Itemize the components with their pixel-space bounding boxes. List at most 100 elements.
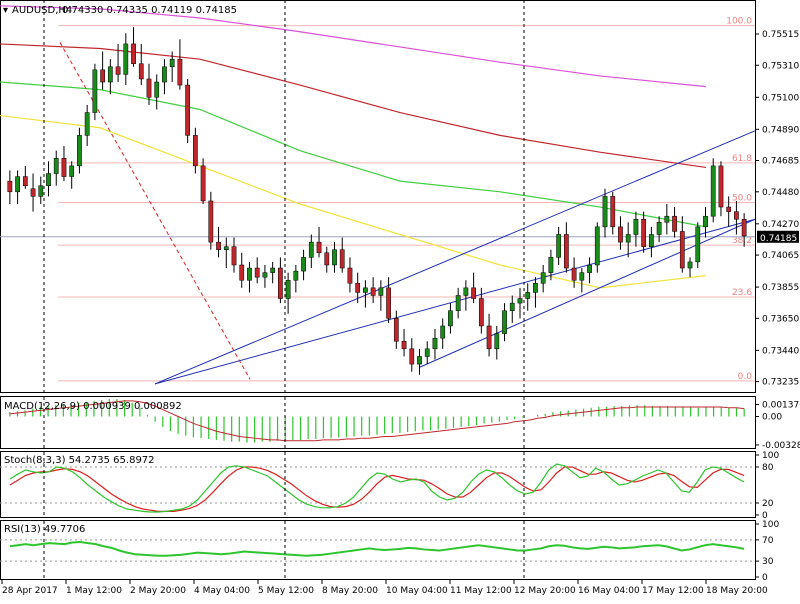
candle-body <box>208 200 214 243</box>
stoch-label: Stoch(8,3,3) 54.2735 65.8972 <box>4 455 155 466</box>
candle-body <box>517 298 523 304</box>
candle-body <box>247 267 252 281</box>
candle-body <box>386 287 391 319</box>
candle-body <box>53 158 59 174</box>
candle-body <box>625 234 631 243</box>
time-tick-label: 17 May 12:00 <box>642 586 704 596</box>
stoch-tick-label: 0 <box>762 511 768 521</box>
channel-lower-long <box>154 218 756 385</box>
candle-body <box>672 215 677 232</box>
candle-body <box>471 287 476 299</box>
rsi-tick-label: 30 <box>762 557 774 567</box>
candle-body <box>192 135 198 167</box>
candle-body <box>594 226 600 266</box>
candle-body <box>409 348 415 365</box>
candle-body <box>30 188 36 197</box>
candle-body <box>548 257 554 273</box>
candle-body <box>486 325 492 350</box>
candle-body <box>618 226 623 243</box>
time-tick-label: 18 May 20:00 <box>706 586 768 596</box>
candle-body <box>641 218 647 247</box>
candle-body <box>146 78 152 98</box>
candle-body <box>463 287 469 296</box>
candle-body <box>92 69 98 113</box>
candle-body <box>316 241 322 254</box>
rsi-tick-label: 100 <box>762 520 779 530</box>
candle-body <box>563 234 569 269</box>
candle-body <box>687 261 693 269</box>
candle-body <box>502 310 507 334</box>
candle-body <box>587 264 592 273</box>
current-price-box <box>757 230 799 243</box>
time-tick-label: 5 May 12:00 <box>258 586 314 596</box>
candle-body <box>401 340 407 350</box>
chart-symbol-label: AUDUSD,H4 <box>12 5 72 16</box>
candle-body <box>339 249 345 269</box>
candle-body <box>417 356 422 365</box>
candle-body <box>185 84 191 136</box>
candle-body <box>633 218 639 235</box>
candle-body <box>7 180 13 193</box>
candle-body <box>138 63 144 80</box>
candle-body <box>363 287 368 293</box>
candle-body <box>649 234 654 247</box>
time-tick-label: 10 May 04:00 <box>386 586 448 596</box>
time-tick-label: 11 May 12:00 <box>450 586 512 596</box>
price-tick-label: 0.73235 <box>762 378 799 388</box>
candle-body <box>432 337 438 350</box>
candle-body <box>579 272 585 281</box>
candle-body <box>270 267 276 273</box>
candle-body <box>262 272 268 278</box>
candle-body <box>332 249 337 266</box>
candle-body <box>293 270 299 281</box>
fib-level-label: 0.0 <box>738 372 753 382</box>
rsi-tick-label: 0 <box>762 573 768 583</box>
candle-body <box>741 218 747 237</box>
candle-body <box>301 257 306 272</box>
macd-tick-label: 0.001376 <box>762 401 800 411</box>
candle-body <box>200 165 206 202</box>
time-tick-label: 16 May 04:00 <box>578 586 640 596</box>
candle-body <box>22 176 28 186</box>
candle-body <box>254 267 260 278</box>
price-tick-label: 0.74270 <box>762 220 799 230</box>
time-tick-label: 1 May 12:00 <box>66 586 122 596</box>
candle-body <box>718 165 724 208</box>
price-tick-label: 0.74065 <box>762 251 799 261</box>
price-tick-label: 0.73650 <box>762 314 799 324</box>
rsi-tick-label: 70 <box>762 536 774 546</box>
chart-symbol-icon: ▾ <box>3 5 8 16</box>
price-tick-label: 0.75515 <box>762 30 799 40</box>
candle-body <box>556 234 562 258</box>
candle-body <box>478 298 484 327</box>
candle-body <box>223 246 229 250</box>
candle-body <box>324 252 330 266</box>
price-tick-label: 0.74480 <box>762 188 799 198</box>
fib-level-label: 23.6 <box>732 288 752 298</box>
price-tick-label: 0.75100 <box>762 93 799 103</box>
candle-body <box>509 302 515 311</box>
candle-body <box>177 58 183 86</box>
price-tick-label: 0.75310 <box>762 61 799 71</box>
macd-signal-line <box>9 400 745 442</box>
fib-level-label: 100.0 <box>726 17 752 27</box>
macd-tick-label: -0.00328 <box>762 441 800 451</box>
current-price-label: 0.74185 <box>760 234 797 244</box>
candle-body <box>393 318 399 342</box>
rsi-line <box>9 541 745 557</box>
macd-tick-label: 0.00 <box>762 412 782 422</box>
rsi-label: RSI(13) 49.7706 <box>4 524 85 535</box>
macd-pane-frame <box>0 396 756 449</box>
candle-body <box>455 295 461 311</box>
price-tick-label: 0.73855 <box>762 283 799 293</box>
candle-body <box>710 165 716 217</box>
ma-magenta-line <box>0 5 707 88</box>
candle-body <box>216 241 221 250</box>
candle-body <box>610 196 616 228</box>
fib-level-label: 38.2 <box>732 236 752 246</box>
time-tick-label: 2 May 20:00 <box>130 586 186 596</box>
candle-body <box>84 112 90 136</box>
candle-body <box>278 267 283 299</box>
